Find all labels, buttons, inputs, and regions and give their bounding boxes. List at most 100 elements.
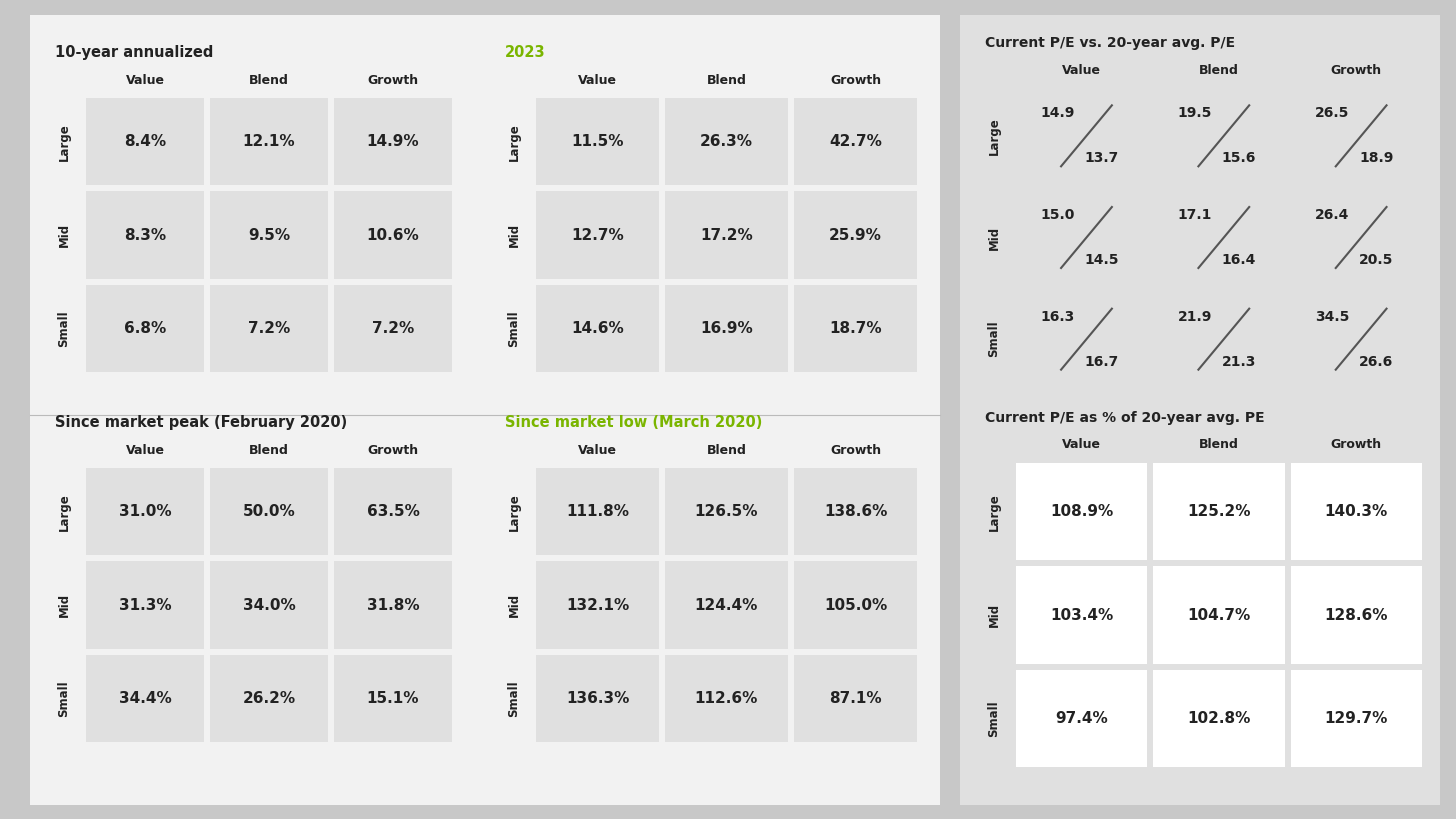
Bar — [1016, 292, 1147, 387]
Text: Since market peak (February 2020): Since market peak (February 2020) — [55, 415, 347, 430]
Bar — [86, 285, 204, 372]
Text: Blend: Blend — [249, 74, 288, 87]
Text: 10-year annualized: 10-year annualized — [55, 45, 214, 60]
Text: 102.8%: 102.8% — [1187, 711, 1251, 726]
Text: Small: Small — [508, 310, 520, 346]
Text: 140.3%: 140.3% — [1325, 505, 1388, 519]
Text: Mid: Mid — [57, 223, 70, 247]
Text: 26.6: 26.6 — [1358, 355, 1393, 369]
Text: 124.4%: 124.4% — [695, 598, 759, 613]
Bar — [210, 285, 328, 372]
Bar — [86, 561, 204, 649]
Text: 17.2%: 17.2% — [700, 228, 753, 242]
Text: 16.3: 16.3 — [1041, 310, 1075, 324]
Text: 104.7%: 104.7% — [1188, 608, 1251, 622]
Text: Value: Value — [125, 444, 165, 456]
Text: 15.6: 15.6 — [1222, 152, 1257, 165]
Text: Large: Large — [508, 493, 520, 531]
Bar — [536, 285, 660, 372]
Text: Growth: Growth — [367, 74, 418, 87]
Text: 31.8%: 31.8% — [367, 598, 419, 613]
Text: 63.5%: 63.5% — [367, 505, 419, 519]
Bar — [665, 468, 788, 555]
Text: Growth: Growth — [1331, 438, 1382, 451]
Text: 26.5: 26.5 — [1315, 106, 1350, 120]
Text: 26.3%: 26.3% — [700, 134, 753, 149]
Bar — [794, 285, 917, 372]
Text: 16.4: 16.4 — [1222, 253, 1257, 267]
Text: Small: Small — [57, 310, 70, 346]
Text: Value: Value — [125, 74, 165, 87]
Text: Growth: Growth — [830, 444, 881, 456]
Text: Value: Value — [578, 74, 617, 87]
Bar — [210, 654, 328, 742]
Text: Current P/E vs. 20-year avg. P/E: Current P/E vs. 20-year avg. P/E — [986, 36, 1235, 50]
Text: 103.4%: 103.4% — [1050, 608, 1114, 622]
Text: 21.9: 21.9 — [1178, 310, 1213, 324]
Text: 14.5: 14.5 — [1085, 253, 1118, 267]
Bar — [665, 285, 788, 372]
Bar — [665, 561, 788, 649]
Text: 87.1%: 87.1% — [828, 691, 882, 706]
Text: 34.0%: 34.0% — [243, 598, 296, 613]
Bar — [210, 98, 328, 185]
Text: 25.9%: 25.9% — [828, 228, 882, 242]
Text: Growth: Growth — [367, 444, 418, 456]
Text: 15.0: 15.0 — [1041, 208, 1075, 222]
Bar — [1290, 670, 1423, 767]
Bar — [333, 654, 451, 742]
Bar — [333, 468, 451, 555]
Bar — [1290, 88, 1423, 183]
Bar — [1016, 670, 1147, 767]
Text: 14.9: 14.9 — [1041, 106, 1075, 120]
Bar — [1016, 190, 1147, 285]
Bar — [1153, 670, 1284, 767]
Text: 105.0%: 105.0% — [824, 598, 887, 613]
Text: 50.0%: 50.0% — [243, 505, 296, 519]
Bar — [333, 561, 451, 649]
Bar — [794, 654, 917, 742]
Bar — [536, 98, 660, 185]
Text: 2023: 2023 — [505, 45, 546, 60]
Text: Blend: Blend — [706, 444, 747, 456]
Text: 31.3%: 31.3% — [119, 598, 172, 613]
Text: Mid: Mid — [508, 593, 520, 617]
Bar — [1153, 88, 1284, 183]
Text: 14.9%: 14.9% — [367, 134, 419, 149]
Text: 12.1%: 12.1% — [243, 134, 296, 149]
Text: 42.7%: 42.7% — [828, 134, 882, 149]
Bar — [1153, 292, 1284, 387]
Text: Since market low (March 2020): Since market low (March 2020) — [505, 415, 763, 430]
Text: 112.6%: 112.6% — [695, 691, 759, 706]
Bar — [1153, 463, 1284, 560]
Text: 10.6%: 10.6% — [367, 228, 419, 242]
Text: 8.4%: 8.4% — [124, 134, 166, 149]
Text: 20.5: 20.5 — [1358, 253, 1393, 267]
Text: 8.3%: 8.3% — [124, 228, 166, 242]
Text: Small: Small — [987, 700, 1000, 736]
Text: 111.8%: 111.8% — [566, 505, 629, 519]
Bar — [1153, 566, 1284, 663]
Text: 18.7%: 18.7% — [828, 321, 882, 336]
Bar — [665, 98, 788, 185]
Bar — [86, 654, 204, 742]
Bar — [794, 98, 917, 185]
Text: 126.5%: 126.5% — [695, 505, 759, 519]
Text: Large: Large — [57, 123, 70, 161]
Bar — [665, 192, 788, 278]
Text: Blend: Blend — [706, 74, 747, 87]
Bar — [333, 98, 451, 185]
Text: Blend: Blend — [249, 444, 288, 456]
Bar — [210, 192, 328, 278]
Text: 128.6%: 128.6% — [1325, 608, 1388, 622]
Bar — [333, 192, 451, 278]
Bar — [86, 192, 204, 278]
Text: Value: Value — [1063, 438, 1101, 451]
Text: Small: Small — [987, 321, 1000, 357]
Bar — [86, 468, 204, 555]
Text: 16.9%: 16.9% — [700, 321, 753, 336]
Text: 132.1%: 132.1% — [566, 598, 629, 613]
Text: 34.4%: 34.4% — [118, 691, 172, 706]
Text: 15.1%: 15.1% — [367, 691, 419, 706]
Text: Mid: Mid — [508, 223, 520, 247]
